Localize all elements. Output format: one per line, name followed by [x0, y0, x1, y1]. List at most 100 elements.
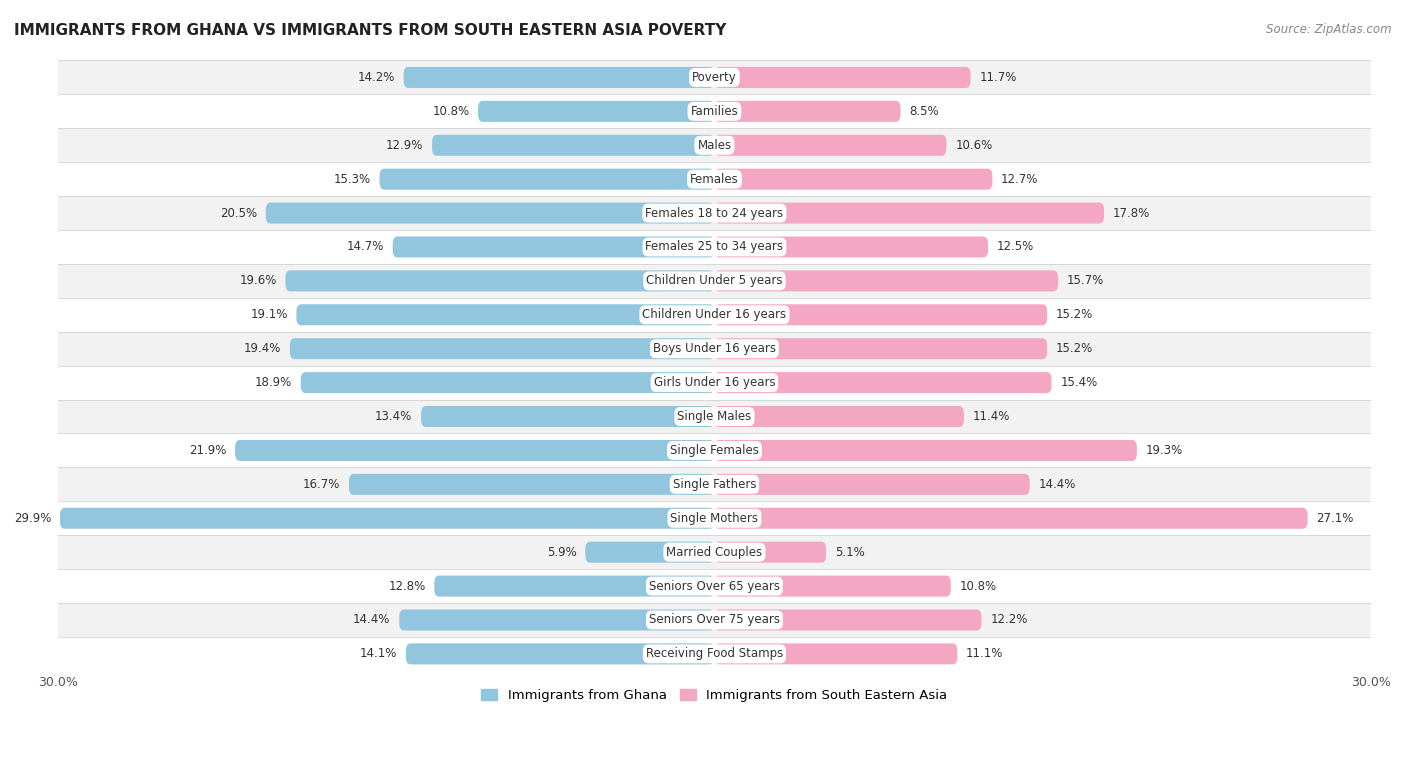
Bar [58, 501, 1371, 535]
Text: 21.9%: 21.9% [188, 444, 226, 457]
Text: 10.8%: 10.8% [432, 105, 470, 117]
FancyBboxPatch shape [290, 338, 714, 359]
Text: Single Fathers: Single Fathers [672, 478, 756, 491]
Bar [58, 128, 1371, 162]
FancyBboxPatch shape [714, 236, 988, 258]
FancyBboxPatch shape [714, 474, 1029, 495]
Text: 15.3%: 15.3% [333, 173, 371, 186]
FancyBboxPatch shape [585, 542, 714, 562]
Text: 10.6%: 10.6% [955, 139, 993, 152]
Text: 13.4%: 13.4% [375, 410, 412, 423]
Text: 18.9%: 18.9% [254, 376, 292, 389]
Text: 11.4%: 11.4% [973, 410, 1010, 423]
FancyBboxPatch shape [714, 67, 970, 88]
FancyBboxPatch shape [235, 440, 714, 461]
Text: 5.9%: 5.9% [547, 546, 576, 559]
Text: 29.9%: 29.9% [14, 512, 51, 525]
Text: Females: Females [690, 173, 738, 186]
Bar [58, 569, 1371, 603]
Text: 11.7%: 11.7% [980, 71, 1017, 84]
FancyBboxPatch shape [714, 542, 827, 562]
FancyBboxPatch shape [714, 508, 1308, 529]
Bar [58, 61, 1371, 95]
Text: 14.4%: 14.4% [353, 613, 391, 626]
Text: Source: ZipAtlas.com: Source: ZipAtlas.com [1267, 23, 1392, 36]
FancyBboxPatch shape [714, 644, 957, 665]
Bar [58, 298, 1371, 332]
FancyBboxPatch shape [404, 67, 714, 88]
Text: 12.7%: 12.7% [1001, 173, 1039, 186]
Bar [58, 196, 1371, 230]
Bar [58, 162, 1371, 196]
Text: IMMIGRANTS FROM GHANA VS IMMIGRANTS FROM SOUTH EASTERN ASIA POVERTY: IMMIGRANTS FROM GHANA VS IMMIGRANTS FROM… [14, 23, 727, 38]
FancyBboxPatch shape [714, 304, 1047, 325]
Bar [58, 365, 1371, 399]
Bar [58, 434, 1371, 468]
FancyBboxPatch shape [380, 168, 714, 190]
FancyBboxPatch shape [714, 372, 1052, 393]
Text: Females 18 to 24 years: Females 18 to 24 years [645, 207, 783, 220]
FancyBboxPatch shape [297, 304, 714, 325]
Text: Girls Under 16 years: Girls Under 16 years [654, 376, 775, 389]
FancyBboxPatch shape [285, 271, 714, 291]
Text: 11.1%: 11.1% [966, 647, 1004, 660]
Text: Males: Males [697, 139, 731, 152]
FancyBboxPatch shape [422, 406, 714, 427]
Text: 15.2%: 15.2% [1056, 309, 1092, 321]
Text: Married Couples: Married Couples [666, 546, 762, 559]
Text: 20.5%: 20.5% [219, 207, 257, 220]
FancyBboxPatch shape [301, 372, 714, 393]
Bar [58, 637, 1371, 671]
Bar [58, 468, 1371, 501]
Text: Children Under 5 years: Children Under 5 years [647, 274, 783, 287]
FancyBboxPatch shape [266, 202, 714, 224]
Text: 27.1%: 27.1% [1316, 512, 1354, 525]
Text: 14.2%: 14.2% [357, 71, 395, 84]
Bar [58, 332, 1371, 365]
Text: 14.7%: 14.7% [346, 240, 384, 253]
Text: 16.7%: 16.7% [302, 478, 340, 491]
Text: 14.1%: 14.1% [360, 647, 396, 660]
Text: 12.5%: 12.5% [997, 240, 1033, 253]
FancyBboxPatch shape [714, 406, 965, 427]
Text: 8.5%: 8.5% [910, 105, 939, 117]
FancyBboxPatch shape [714, 202, 1104, 224]
FancyBboxPatch shape [714, 338, 1047, 359]
Bar [58, 264, 1371, 298]
Text: Females 25 to 34 years: Females 25 to 34 years [645, 240, 783, 253]
FancyBboxPatch shape [392, 236, 714, 258]
Text: Children Under 16 years: Children Under 16 years [643, 309, 786, 321]
Text: Poverty: Poverty [692, 71, 737, 84]
FancyBboxPatch shape [399, 609, 714, 631]
Bar [58, 95, 1371, 128]
Text: 15.2%: 15.2% [1056, 342, 1092, 356]
Text: 19.1%: 19.1% [250, 309, 288, 321]
Text: Receiving Food Stamps: Receiving Food Stamps [645, 647, 783, 660]
Legend: Immigrants from Ghana, Immigrants from South Eastern Asia: Immigrants from Ghana, Immigrants from S… [477, 684, 953, 707]
FancyBboxPatch shape [714, 101, 900, 122]
FancyBboxPatch shape [432, 135, 714, 155]
Text: 5.1%: 5.1% [835, 546, 865, 559]
Bar [58, 399, 1371, 434]
FancyBboxPatch shape [714, 135, 946, 155]
FancyBboxPatch shape [406, 644, 714, 665]
Bar [58, 535, 1371, 569]
FancyBboxPatch shape [714, 575, 950, 597]
Text: 12.2%: 12.2% [990, 613, 1028, 626]
Text: Seniors Over 75 years: Seniors Over 75 years [650, 613, 780, 626]
Text: 19.4%: 19.4% [243, 342, 281, 356]
Text: 14.4%: 14.4% [1039, 478, 1076, 491]
Text: 19.6%: 19.6% [239, 274, 277, 287]
Text: 12.8%: 12.8% [388, 580, 426, 593]
Text: Single Males: Single Males [678, 410, 752, 423]
Text: 17.8%: 17.8% [1112, 207, 1150, 220]
FancyBboxPatch shape [60, 508, 714, 529]
FancyBboxPatch shape [714, 168, 993, 190]
Bar [58, 230, 1371, 264]
Text: 19.3%: 19.3% [1146, 444, 1182, 457]
Text: 12.9%: 12.9% [387, 139, 423, 152]
FancyBboxPatch shape [349, 474, 714, 495]
FancyBboxPatch shape [714, 609, 981, 631]
Text: Families: Families [690, 105, 738, 117]
Text: Seniors Over 65 years: Seniors Over 65 years [650, 580, 780, 593]
